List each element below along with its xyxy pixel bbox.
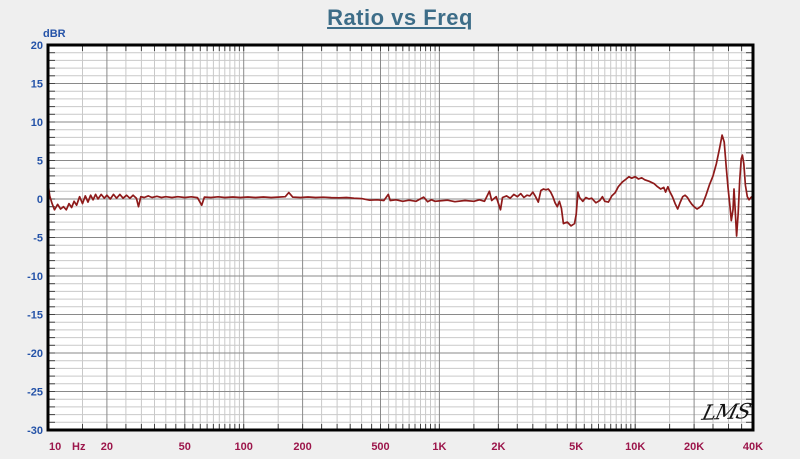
svg-text:50: 50 xyxy=(179,441,191,453)
svg-text:20: 20 xyxy=(31,40,43,52)
svg-text:100: 100 xyxy=(235,441,253,453)
svg-text:200: 200 xyxy=(293,441,311,453)
y-axis-labels: 20 15 10 5 0 -5 -10 -15 -20 -25 -30 xyxy=(27,40,43,437)
svg-text:10K: 10K xyxy=(625,441,645,453)
svg-text:15: 15 xyxy=(31,79,43,91)
lms-logo: LMS xyxy=(699,399,754,425)
svg-text:-10: -10 xyxy=(27,271,43,283)
axis-ticks xyxy=(47,44,754,431)
svg-text:20: 20 xyxy=(101,441,113,453)
x-axis-labels: 10 Hz 20 50 100 200 500 1K 2K 5K 10K 20K 40K xyxy=(49,441,763,453)
y-axis-unit-label: dBR xyxy=(43,28,66,40)
response-curve xyxy=(47,134,754,237)
svg-text:1K: 1K xyxy=(432,441,446,453)
svg-text:-30: -30 xyxy=(27,425,43,437)
svg-text:5: 5 xyxy=(37,156,43,168)
plot-border xyxy=(46,43,755,432)
svg-text:10: 10 xyxy=(31,117,43,129)
svg-text:-5: -5 xyxy=(33,233,43,245)
svg-text:0: 0 xyxy=(37,194,43,206)
svg-text:2K: 2K xyxy=(491,441,505,453)
svg-text:-25: -25 xyxy=(27,387,43,399)
svg-text:5K: 5K xyxy=(569,441,583,453)
svg-text:20K: 20K xyxy=(684,441,704,453)
chart-title: Ratio vs Freq xyxy=(327,5,473,30)
svg-text:-20: -20 xyxy=(27,348,43,360)
svg-text:500: 500 xyxy=(371,441,389,453)
svg-text:40K: 40K xyxy=(743,441,763,453)
x-axis-unit-label: Hz xyxy=(72,441,86,453)
svg-text:10: 10 xyxy=(49,441,61,453)
svg-text:-15: -15 xyxy=(27,310,43,322)
